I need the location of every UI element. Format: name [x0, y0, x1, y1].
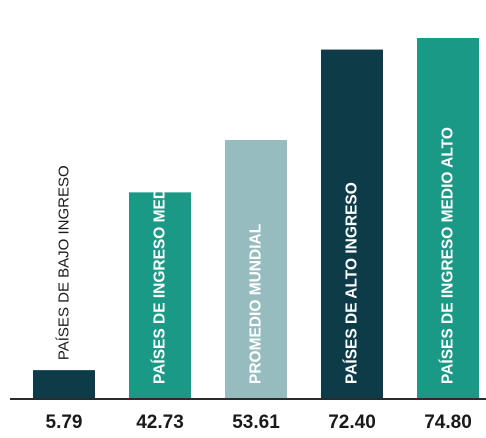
value-label-5: 74.80	[424, 412, 472, 433]
value-label-3: 53.61	[232, 412, 280, 433]
value-label-2: 42.73	[136, 412, 184, 433]
bar-4	[321, 49, 383, 398]
category-label-2: PAÍSES DE INGRESO MEDIO BAJO	[152, 124, 169, 384]
category-label-4: PAÍSES DE ALTO INGRESO	[344, 182, 361, 384]
value-label-4: 72.40	[328, 412, 376, 433]
bar-3	[225, 140, 287, 398]
category-label-5: PAÍSES DE INGRESO MEDIO ALTO	[440, 127, 457, 384]
value-label-1: 5.79	[46, 412, 83, 433]
bar-1	[33, 370, 95, 398]
category-label-1: PAÍSES DE BAJO INGRESO	[56, 165, 73, 360]
bar-2	[129, 192, 191, 398]
bar-5	[417, 38, 479, 399]
category-label-3: PROMEDIO MUNDIAL	[248, 224, 265, 384]
